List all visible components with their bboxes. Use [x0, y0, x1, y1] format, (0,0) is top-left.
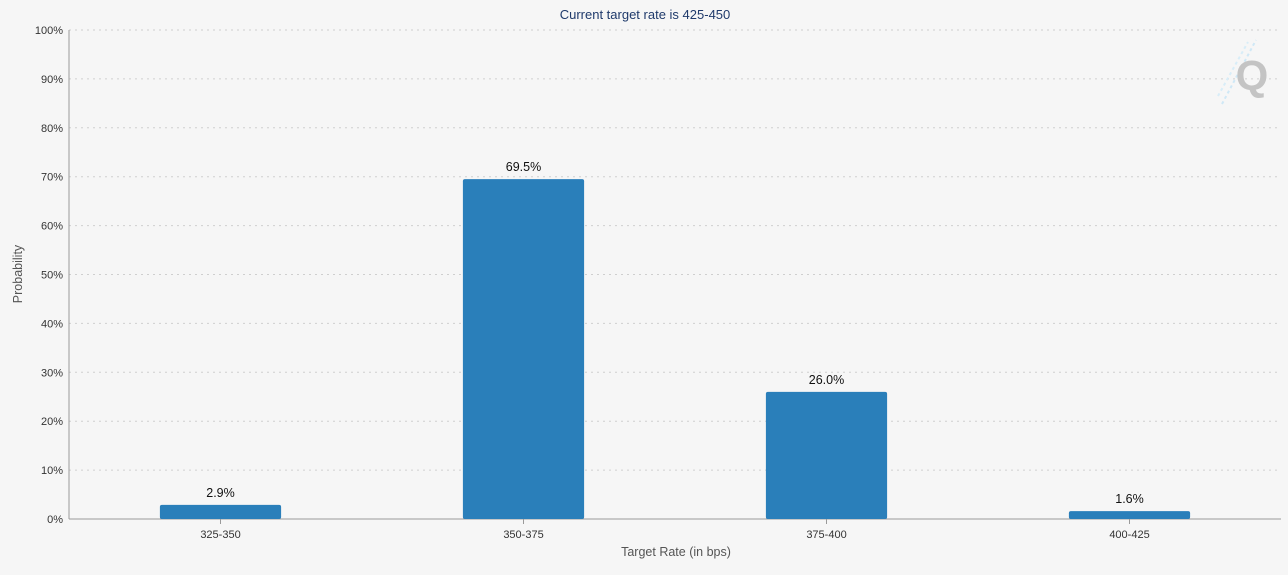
y-tick-label: 30%	[41, 367, 63, 379]
brand-logo: Q	[1217, 39, 1269, 105]
x-tick-label: 375-400	[806, 529, 846, 541]
y-tick-label: 100%	[35, 25, 63, 37]
bar[interactable]	[159, 504, 282, 519]
y-axis-ticks: 0% 10% 20% 30% 40% 50% 60% 70% 80% 90% 100%	[35, 25, 63, 526]
bar[interactable]	[765, 391, 888, 519]
bar[interactable]	[1068, 511, 1191, 519]
y-tick-label: 0%	[47, 514, 63, 526]
chart-title: Current target rate is 425-450	[560, 7, 731, 22]
logo-letter: Q	[1236, 52, 1269, 99]
logo-stripe	[1221, 39, 1257, 105]
y-tick-label: 80%	[41, 123, 63, 135]
x-tick-label: 325-350	[200, 529, 240, 541]
y-tick-label: 40%	[41, 318, 63, 330]
x-tick-label: 350-375	[503, 529, 543, 541]
y-tick-label: 60%	[41, 221, 63, 233]
data-label: 1.6%	[1115, 492, 1144, 506]
y-tick-label: 10%	[41, 465, 63, 477]
y-tick-label: 90%	[41, 74, 63, 86]
y-tick-label: 50%	[41, 270, 63, 282]
logo-stripe	[1217, 41, 1249, 97]
x-axis-ticks: 325-350 350-375 375-400 400-425	[200, 519, 1150, 541]
y-tick-label: 20%	[41, 416, 63, 428]
x-axis-label: Target Rate (in bps)	[621, 545, 731, 559]
bar[interactable]	[462, 179, 585, 519]
bars	[159, 179, 1191, 519]
data-label: 26.0%	[809, 373, 844, 387]
y-axis-label: Probability	[11, 244, 25, 303]
data-label: 2.9%	[206, 486, 235, 500]
gridlines	[69, 29, 1281, 471]
x-tick-label: 400-425	[1109, 529, 1149, 541]
data-label: 69.5%	[506, 160, 541, 174]
data-labels: 2.9% 69.5% 26.0% 1.6%	[206, 160, 1144, 506]
y-tick-label: 70%	[41, 172, 63, 184]
